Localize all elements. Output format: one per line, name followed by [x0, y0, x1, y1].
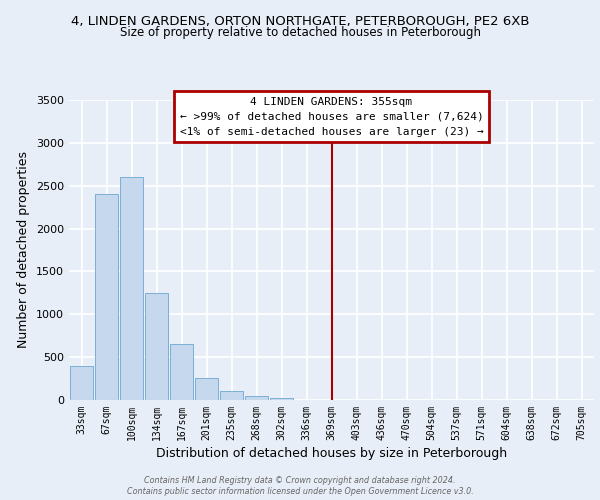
- Bar: [70, 366, 93, 400]
- Bar: [195, 378, 218, 400]
- Bar: [120, 177, 143, 400]
- Y-axis label: Number of detached properties: Number of detached properties: [17, 152, 31, 348]
- Bar: [245, 396, 268, 400]
- Text: 4, LINDEN GARDENS, ORTON NORTHGATE, PETERBOROUGH, PE2 6XB: 4, LINDEN GARDENS, ORTON NORTHGATE, PETE…: [71, 15, 529, 28]
- Text: Size of property relative to detached houses in Peterborough: Size of property relative to detached ho…: [119, 26, 481, 39]
- Bar: [95, 194, 118, 400]
- Text: 4 LINDEN GARDENS: 355sqm
← >99% of detached houses are smaller (7,624)
<1% of se: 4 LINDEN GARDENS: 355sqm ← >99% of detac…: [179, 97, 484, 136]
- Text: Contains HM Land Registry data © Crown copyright and database right 2024.: Contains HM Land Registry data © Crown c…: [144, 476, 456, 485]
- Bar: [270, 398, 293, 400]
- Bar: [145, 293, 168, 400]
- X-axis label: Distribution of detached houses by size in Peterborough: Distribution of detached houses by size …: [156, 447, 507, 460]
- Bar: [220, 392, 243, 400]
- Bar: [170, 344, 193, 400]
- Text: Contains public sector information licensed under the Open Government Licence v3: Contains public sector information licen…: [127, 487, 473, 496]
